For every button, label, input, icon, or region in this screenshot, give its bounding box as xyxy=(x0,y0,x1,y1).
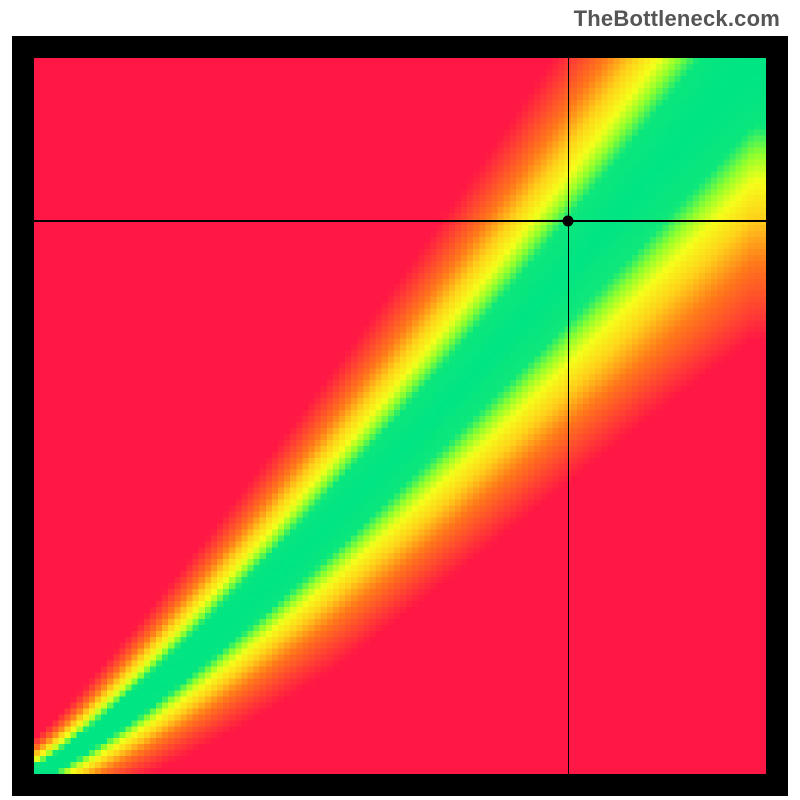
crosshair-vertical-line xyxy=(568,58,570,774)
heatmap-plot xyxy=(34,58,766,774)
watermark-text: TheBottleneck.com xyxy=(574,6,780,32)
heatmap-canvas xyxy=(34,58,766,774)
plot-frame xyxy=(12,36,788,796)
crosshair-marker xyxy=(563,216,574,227)
crosshair-horizontal-line xyxy=(34,220,766,222)
